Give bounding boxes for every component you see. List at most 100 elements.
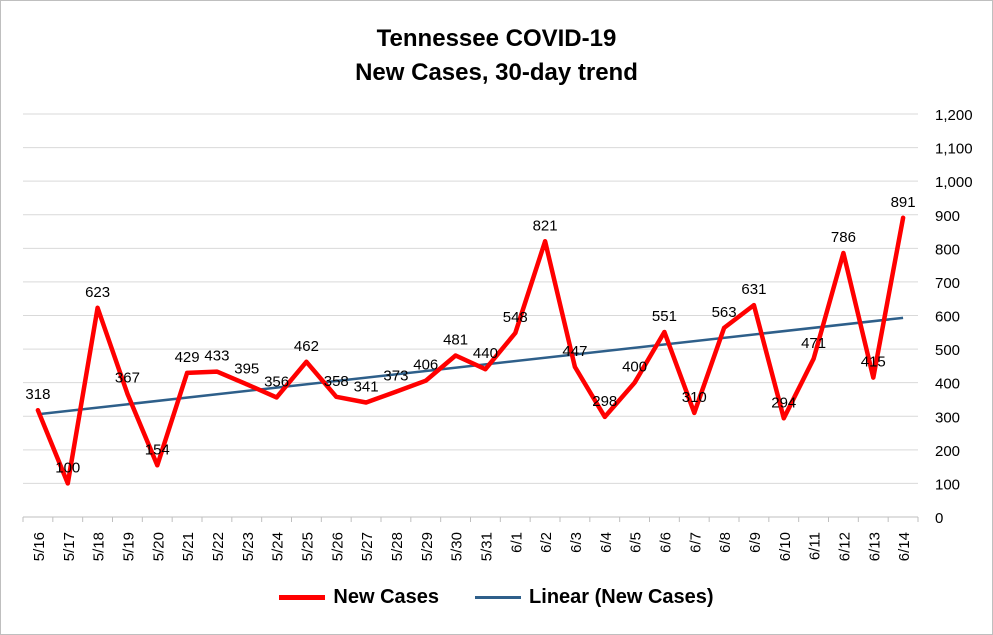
data-label: 623	[85, 284, 110, 301]
data-label: 298	[592, 393, 617, 410]
x-tick-label: 6/9	[747, 532, 764, 553]
legend-item-new-cases: New Cases	[279, 586, 439, 609]
legend: New Cases Linear (New Cases)	[0, 586, 993, 609]
data-label: 631	[741, 281, 766, 298]
data-point	[602, 414, 607, 419]
data-label: 154	[145, 441, 170, 458]
x-tick-label: 6/4	[598, 532, 615, 553]
y-tick-label: 1,100	[935, 141, 973, 158]
data-label: 471	[801, 335, 826, 352]
data-point	[543, 239, 548, 244]
x-tick-label: 5/28	[389, 532, 406, 561]
y-tick-label: 700	[935, 275, 960, 292]
data-label: 356	[264, 373, 289, 390]
x-tick-label: 5/17	[61, 532, 78, 561]
data-point	[65, 481, 70, 486]
data-point	[334, 394, 339, 399]
series-line-new-cases	[35, 215, 906, 486]
x-tick-label: 6/11	[807, 532, 824, 560]
data-label: 429	[175, 349, 200, 366]
x-tick-label: 6/1	[508, 532, 525, 553]
data-label: 891	[891, 194, 916, 211]
data-point	[423, 378, 428, 383]
x-tick-label: 5/27	[359, 532, 376, 561]
chart-title-line2: New Cases, 30-day trend	[355, 59, 638, 86]
data-label: 367	[115, 370, 140, 387]
x-tick-label: 5/22	[210, 532, 227, 561]
data-point	[155, 463, 160, 468]
data-label: 551	[652, 308, 677, 325]
data-label: 440	[473, 345, 498, 362]
data-label: 548	[503, 309, 528, 326]
data-point	[244, 382, 249, 387]
data-label: 100	[55, 459, 80, 476]
data-label: 433	[204, 348, 229, 365]
y-tick-label: 100	[935, 476, 960, 493]
x-tick-label: 5/19	[120, 532, 137, 561]
legend-label-new-cases: New Cases	[333, 586, 440, 608]
chart-title: Tennessee COVID-19 New Cases, 30-day tre…	[0, 22, 993, 90]
data-label: 786	[831, 229, 856, 246]
data-point	[632, 380, 637, 385]
data-label: 406	[413, 357, 438, 374]
data-point	[125, 391, 130, 396]
data-point	[811, 356, 816, 361]
data-point	[901, 215, 906, 220]
x-tick-label: 5/21	[180, 532, 197, 561]
data-point	[393, 389, 398, 394]
data-point	[781, 416, 786, 421]
data-label: 447	[562, 343, 587, 360]
x-tick-label: 6/13	[866, 532, 883, 561]
x-tick-label: 6/6	[657, 532, 674, 553]
data-point	[483, 367, 488, 372]
y-tick-label: 800	[935, 241, 960, 258]
x-tick-label: 6/14	[896, 532, 913, 561]
y-tick-label: 900	[935, 208, 960, 225]
y-tick-label: 500	[935, 342, 960, 359]
legend-item-linear: Linear (New Cases)	[475, 586, 714, 609]
data-label: 358	[324, 373, 349, 390]
data-point	[453, 353, 458, 358]
data-point	[871, 375, 876, 380]
data-point	[722, 325, 727, 330]
y-tick-label: 300	[935, 409, 960, 426]
x-tick-label: 6/2	[538, 532, 555, 553]
y-tick-label: 400	[935, 376, 960, 393]
data-point	[364, 400, 369, 405]
data-point	[95, 305, 100, 310]
x-tick-label: 5/25	[299, 532, 316, 561]
x-tick-label: 5/18	[91, 532, 108, 561]
chart-title-line1: Tennessee COVID-19	[376, 25, 617, 52]
x-tick-label: 6/3	[568, 532, 585, 553]
data-point	[662, 329, 667, 334]
x-tick-label: 6/5	[628, 532, 645, 553]
data-label: 400	[622, 359, 647, 376]
x-tick-label: 5/30	[449, 532, 466, 561]
y-tick-label: 200	[935, 443, 960, 460]
legend-label-linear: Linear (New Cases)	[529, 586, 714, 608]
x-tick-label: 5/16	[31, 532, 48, 561]
data-point	[692, 410, 697, 415]
y-tick-label: 1,200	[935, 107, 973, 124]
x-tick-label: 5/23	[240, 532, 257, 561]
data-point	[841, 251, 846, 256]
legend-swatch-new-cases	[279, 595, 326, 600]
data-point	[572, 364, 577, 369]
data-label: 395	[234, 360, 259, 377]
data-label: 341	[354, 378, 379, 395]
x-tick-label: 5/29	[419, 532, 436, 561]
x-tick-label: 6/7	[687, 532, 704, 553]
data-point	[274, 395, 279, 400]
data-label: 481	[443, 331, 468, 348]
x-tick-label: 5/26	[329, 532, 346, 561]
data-label: 415	[861, 354, 886, 371]
data-point	[513, 330, 518, 335]
x-tick-label: 6/8	[717, 532, 734, 553]
data-label: 373	[383, 368, 408, 385]
x-tick-label: 5/20	[150, 532, 167, 561]
x-tick-label: 5/31	[478, 532, 495, 561]
x-tick-label: 5/24	[270, 532, 287, 561]
data-label: 563	[712, 304, 737, 321]
data-label: 462	[294, 338, 319, 355]
